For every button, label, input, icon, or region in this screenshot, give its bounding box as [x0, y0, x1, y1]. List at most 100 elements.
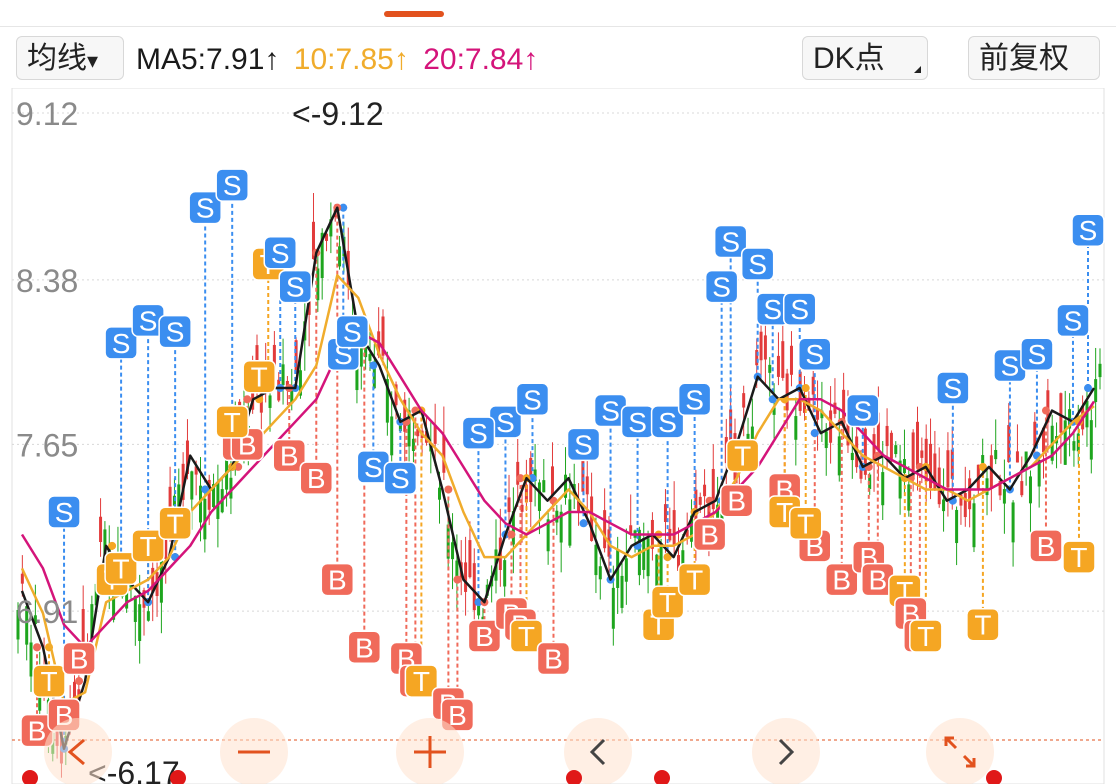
signal-badge [509, 619, 544, 653]
candle-body [663, 504, 667, 522]
signal-s-marker: S [782, 292, 817, 326]
candle-body [325, 233, 329, 241]
expand-br [962, 754, 976, 768]
signal-dot [978, 462, 987, 471]
signal-letter: S [112, 328, 131, 359]
signal-dot [801, 384, 810, 393]
candle-body [881, 472, 885, 506]
signal-letter: B [328, 565, 347, 596]
signal-b-marker: B [20, 713, 54, 748]
candle-body [933, 453, 937, 491]
candle-body [929, 443, 933, 488]
candle-body [729, 409, 733, 453]
dk-points-button[interactable]: DK点 [802, 36, 928, 80]
candle-body [842, 389, 846, 428]
signal-badge [650, 585, 685, 619]
plot-frame [11, 88, 1105, 784]
candle-body [216, 482, 220, 519]
kline-chart[interactable]: BBTBSTTTTSSSSSBBTTTSSBBSSBBSSBBTBBSSSBBB… [0, 88, 1116, 784]
zoom-in-icon[interactable] [396, 718, 464, 784]
candle-body [1076, 433, 1080, 452]
signal-dot [663, 553, 672, 562]
signal-badge [242, 359, 276, 394]
candle-body [998, 481, 1002, 496]
candle-body [559, 511, 563, 543]
signal-badge [440, 698, 475, 732]
signal-t-marker: T [509, 619, 544, 653]
candle-body [381, 316, 385, 356]
signal-b-marker: B [1029, 529, 1063, 563]
candle-body [1046, 390, 1050, 423]
signal-badge [515, 382, 550, 417]
candle-body [298, 370, 302, 396]
candle-body [646, 538, 650, 577]
zoom-left-icon[interactable] [44, 718, 112, 784]
signal-s-marker: S [936, 371, 970, 405]
ma10-value: 10:7.85↑ [293, 43, 409, 76]
kline-chart-svg: BBTBSTTTTSSSSSBBTTTSSBBSSBBSSBBTBBSSSBBB… [11, 88, 1105, 784]
signal-letter: B [475, 621, 494, 652]
signal-dot [33, 643, 42, 652]
ma-dropdown-button[interactable]: 均线▾ [16, 36, 124, 80]
candle-body [146, 611, 150, 621]
candle-body [942, 499, 946, 512]
candle-body [894, 445, 898, 455]
signal-dot [810, 429, 819, 438]
candle-body [772, 407, 776, 415]
event-dot [170, 770, 186, 784]
signal-badge [1071, 213, 1105, 247]
signal-badge [215, 168, 249, 202]
candle-body [963, 493, 967, 518]
candle-body [816, 408, 820, 420]
signal-letter: T [1070, 542, 1087, 573]
nav-next-icon[interactable] [752, 718, 820, 784]
signal-badge [347, 630, 382, 665]
signal-letter: S [574, 429, 593, 460]
signal-letter: S [1064, 305, 1083, 336]
signal-badge [131, 529, 165, 563]
candle-body [1015, 451, 1019, 463]
signal-dot [1084, 384, 1092, 393]
event-dot [654, 770, 670, 784]
signal-dot [579, 519, 588, 528]
candle-body [168, 486, 172, 516]
candle-body [1089, 420, 1093, 460]
control-bg [564, 718, 632, 784]
signal-dot [339, 203, 348, 212]
signal-s-marker: S [620, 405, 655, 439]
candle-body [685, 529, 689, 537]
drag-handle[interactable] [384, 11, 444, 17]
signal-letter: T [659, 587, 676, 618]
signal-badge [966, 607, 1000, 642]
zoom-out-icon[interactable] [220, 718, 288, 784]
expand-tl [944, 736, 958, 750]
signal-letter: S [712, 272, 731, 303]
signal-letter: T [140, 531, 157, 562]
signal-badge [536, 641, 571, 676]
signal-badge [692, 517, 727, 552]
event-dot [22, 770, 38, 784]
candle-body [885, 425, 889, 447]
signal-s-marker: S [335, 314, 370, 349]
forward-adjust-button[interactable]: 前复权 [968, 36, 1100, 80]
signal-letter: S [944, 373, 963, 404]
candle-body [394, 384, 398, 406]
nav-prev-icon[interactable] [564, 718, 632, 784]
signal-badge [383, 461, 418, 495]
candle-body [472, 563, 476, 611]
candle-body [138, 604, 142, 641]
signal-dot [516, 474, 525, 483]
signal-dot [768, 395, 777, 404]
candle-body [451, 542, 455, 560]
candle-body [203, 498, 207, 540]
signal-b-marker: B [719, 483, 754, 518]
signal-badge [62, 641, 96, 676]
fullscreen-icon[interactable] [926, 718, 994, 784]
candle-body [403, 399, 407, 432]
signal-letter: S [658, 407, 677, 438]
candle-body [1033, 421, 1037, 447]
signal-s-marker: S [47, 495, 81, 529]
candle-body [568, 499, 572, 546]
candle-body [1011, 502, 1015, 543]
signal-badge [188, 190, 222, 225]
